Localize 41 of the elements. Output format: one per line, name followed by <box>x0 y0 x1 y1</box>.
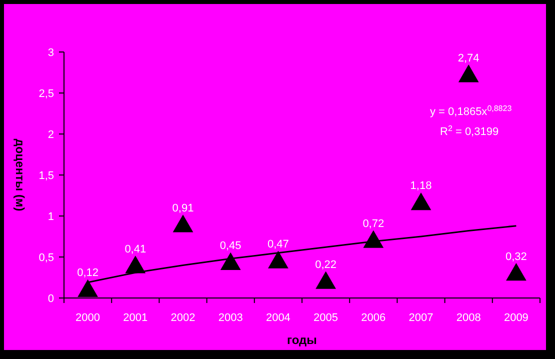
point <box>410 192 432 210</box>
point <box>78 279 98 298</box>
x-tick-label: 2009 <box>504 312 528 324</box>
data-label: 0,41 <box>124 243 146 256</box>
x-tick-label: 2003 <box>218 312 243 324</box>
x-tick-label: 2004 <box>266 312 290 324</box>
y-tick-label: 3 <box>48 46 54 59</box>
point <box>363 230 384 248</box>
data-label: 0,47 <box>267 238 289 250</box>
data-label: 0,45 <box>220 240 242 252</box>
y-tick-label: 2,5 <box>38 88 54 100</box>
y-tick-label: 1 <box>48 210 54 223</box>
x-tick-label: 2002 <box>170 312 196 324</box>
point <box>220 252 241 270</box>
point <box>458 64 479 82</box>
x-tick-label: 2000 <box>76 312 100 324</box>
y-tick-label: 0 <box>48 292 54 305</box>
x-tick-label: 2008 <box>456 312 481 324</box>
x-tick-label: 2001 <box>123 312 148 324</box>
point <box>506 262 526 281</box>
point <box>316 271 336 289</box>
point <box>268 250 288 268</box>
x-axis-title: годы <box>287 333 317 347</box>
data-label: 1,18 <box>410 180 432 192</box>
y-axis-title: доценты (м) <box>13 138 27 212</box>
point <box>172 214 194 232</box>
y-tick-label: 0,5 <box>38 252 54 264</box>
y-tick-label: 1,5 <box>38 170 54 182</box>
data-label: 0,22 <box>315 258 337 271</box>
y-tick-label: 2 <box>48 128 54 141</box>
x-tick-label: 2005 <box>314 312 338 324</box>
data-label: 0,12 <box>77 267 99 280</box>
annotation: y = 0,1865x$^{0,8823}$ <box>430 104 512 118</box>
x-tick-label: 2007 <box>408 312 434 324</box>
data-label: 0,91 <box>172 202 194 214</box>
data-label: 0,72 <box>362 218 384 230</box>
annotation: R$^{2}$ = 0,3199 <box>440 124 499 138</box>
x-tick-label: 2006 <box>361 312 386 324</box>
data-label: 2,74 <box>458 52 480 64</box>
data-label: 0,32 <box>505 250 527 263</box>
point <box>125 256 146 274</box>
